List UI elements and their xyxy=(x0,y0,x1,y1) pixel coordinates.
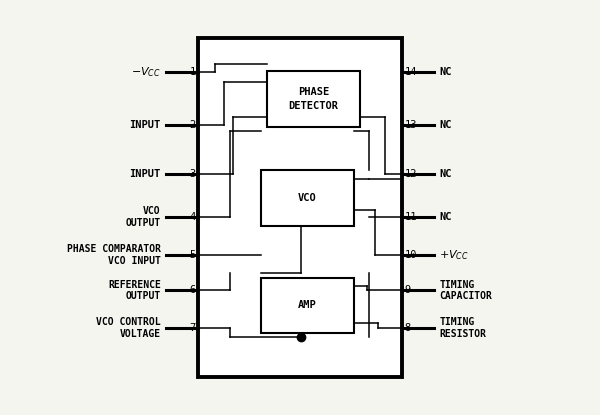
Text: VCO: VCO xyxy=(298,193,317,203)
Text: 8: 8 xyxy=(404,323,411,333)
Text: 1: 1 xyxy=(189,67,196,77)
Text: CAPACITOR: CAPACITOR xyxy=(439,291,492,301)
Text: 12: 12 xyxy=(404,169,417,179)
Bar xyxy=(261,171,354,226)
Text: NC: NC xyxy=(439,120,452,129)
Text: NC: NC xyxy=(439,67,452,77)
Text: VOLTAGE: VOLTAGE xyxy=(120,329,161,339)
Text: 10: 10 xyxy=(404,250,417,260)
Text: OUTPUT: OUTPUT xyxy=(125,218,161,228)
Text: VCO INPUT: VCO INPUT xyxy=(108,256,161,266)
Text: 9: 9 xyxy=(404,286,411,295)
Text: $+V_{CC}$: $+V_{CC}$ xyxy=(439,248,469,262)
Bar xyxy=(199,39,401,376)
Text: 13: 13 xyxy=(404,120,417,129)
Text: PHASE: PHASE xyxy=(298,87,329,97)
Text: 3: 3 xyxy=(189,169,196,179)
Text: 7: 7 xyxy=(189,323,196,333)
Text: 2: 2 xyxy=(189,120,196,129)
Text: TIMING: TIMING xyxy=(439,317,475,327)
Text: RESISTOR: RESISTOR xyxy=(439,329,486,339)
Text: 4: 4 xyxy=(189,212,196,222)
Text: AMP: AMP xyxy=(298,300,317,310)
Text: OUTPUT: OUTPUT xyxy=(125,291,161,301)
Text: NC: NC xyxy=(439,212,452,222)
Text: NC: NC xyxy=(439,169,452,179)
Text: INPUT: INPUT xyxy=(130,120,161,129)
Text: 14: 14 xyxy=(404,67,417,77)
Text: VCO: VCO xyxy=(143,206,161,216)
Text: $-V_{CC}$: $-V_{CC}$ xyxy=(131,66,161,79)
Text: TIMING: TIMING xyxy=(439,280,475,290)
Text: 5: 5 xyxy=(189,250,196,260)
Text: VCO CONTROL: VCO CONTROL xyxy=(96,317,161,327)
Text: DETECTOR: DETECTOR xyxy=(289,101,338,111)
Text: REFERENCE: REFERENCE xyxy=(108,280,161,290)
Text: INPUT: INPUT xyxy=(130,169,161,179)
Text: 11: 11 xyxy=(404,212,417,222)
Text: PHASE COMPARATOR: PHASE COMPARATOR xyxy=(67,244,161,254)
Text: 6: 6 xyxy=(189,286,196,295)
Bar xyxy=(267,71,360,127)
Bar xyxy=(261,278,354,333)
